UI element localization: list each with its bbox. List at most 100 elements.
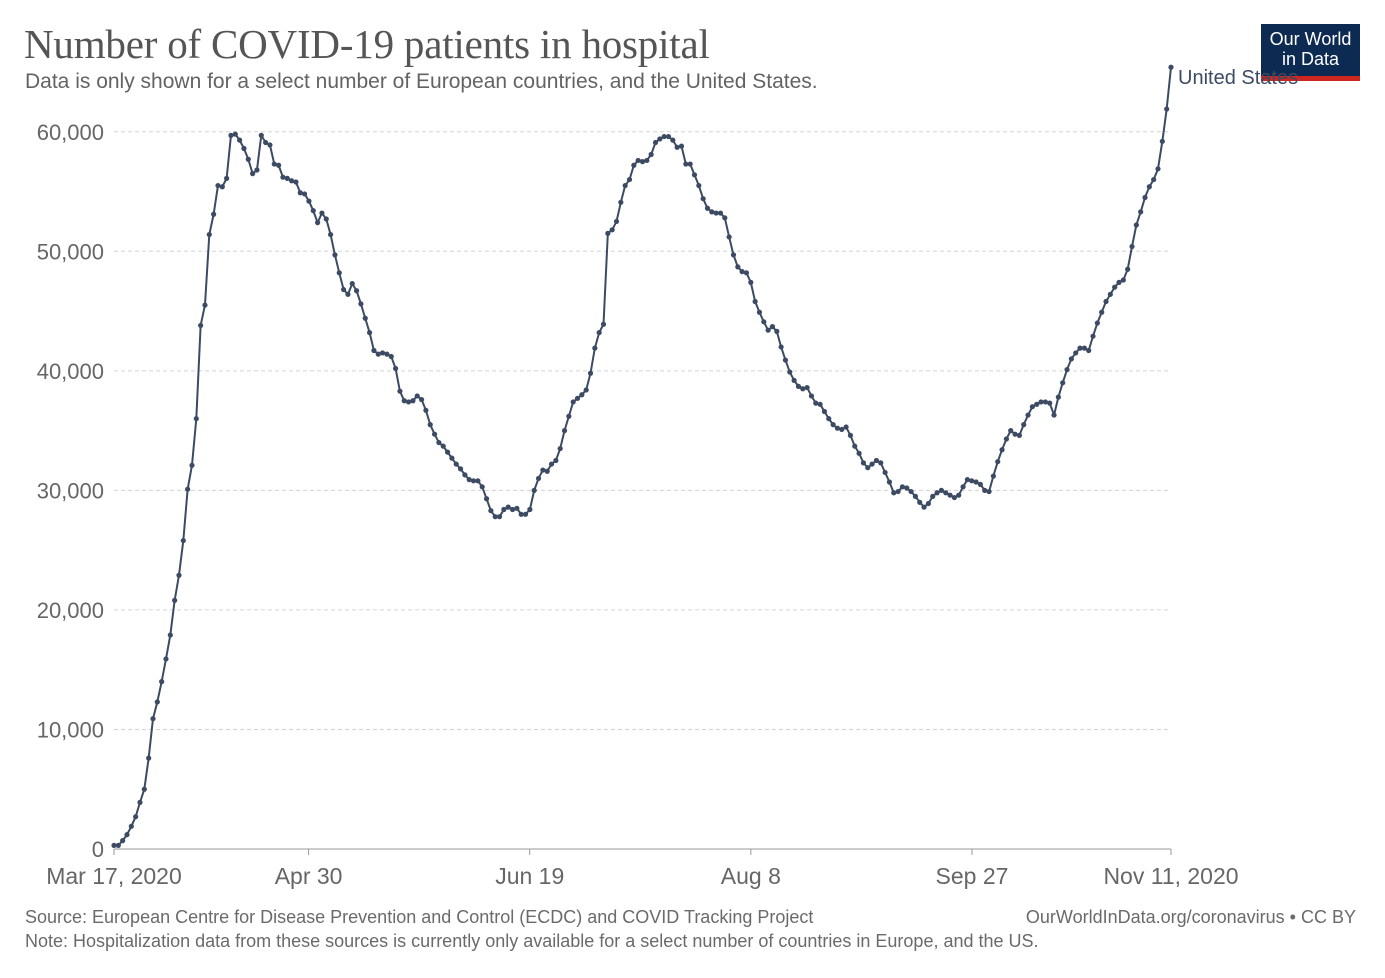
owid-logo[interactable]: Our World in Data bbox=[1261, 24, 1360, 81]
data-point bbox=[405, 399, 412, 405]
data-point bbox=[514, 505, 520, 511]
data-point bbox=[873, 457, 880, 464]
data-point bbox=[891, 490, 897, 496]
data-point bbox=[358, 301, 364, 307]
data-point bbox=[969, 478, 975, 484]
data-point bbox=[423, 407, 429, 413]
data-point bbox=[548, 461, 555, 467]
data-point bbox=[570, 399, 576, 405]
data-point bbox=[224, 175, 230, 181]
data-point bbox=[847, 432, 854, 438]
data-point bbox=[843, 424, 849, 430]
data-point bbox=[652, 139, 659, 146]
data-point bbox=[648, 151, 654, 158]
data-point bbox=[457, 466, 464, 472]
data-point bbox=[592, 345, 598, 351]
data-point bbox=[574, 395, 581, 401]
y-tick-label: 10,000 bbox=[37, 717, 104, 742]
data-point bbox=[1047, 400, 1053, 406]
data-point bbox=[215, 182, 221, 189]
data-point bbox=[462, 472, 468, 478]
data-point bbox=[501, 506, 507, 513]
data-point bbox=[111, 842, 117, 849]
data-point bbox=[120, 838, 126, 844]
data-point bbox=[826, 416, 832, 422]
data-point bbox=[856, 450, 862, 456]
data-point bbox=[280, 174, 286, 180]
data-point bbox=[271, 161, 277, 167]
data-point bbox=[930, 493, 936, 499]
data-point bbox=[709, 209, 715, 215]
y-tick-label: 40,000 bbox=[37, 359, 104, 384]
data-point bbox=[765, 327, 771, 333]
data-point bbox=[761, 319, 767, 325]
x-tick-label: Jun 19 bbox=[495, 863, 564, 889]
data-point bbox=[315, 220, 321, 226]
data-point bbox=[1016, 432, 1022, 438]
data-point bbox=[626, 176, 633, 183]
data-point bbox=[964, 477, 971, 483]
data-point bbox=[791, 377, 797, 384]
data-point bbox=[886, 479, 893, 485]
data-point bbox=[276, 162, 282, 168]
data-point bbox=[427, 422, 433, 428]
data-point bbox=[808, 393, 815, 399]
data-point bbox=[180, 537, 186, 544]
data-point bbox=[899, 484, 906, 490]
data-point bbox=[453, 461, 459, 467]
data-point bbox=[618, 199, 624, 205]
data-point bbox=[479, 484, 485, 490]
data-point bbox=[319, 210, 325, 216]
x-axis: Mar 17, 2020 Apr 30 Jun 19 Aug 8 Sep 27 Nov 1… bbox=[46, 848, 1239, 889]
data-point bbox=[289, 178, 295, 184]
data-point bbox=[852, 443, 858, 449]
data-point bbox=[631, 162, 637, 168]
data-point bbox=[323, 216, 329, 222]
data-point bbox=[150, 716, 156, 722]
data-point bbox=[141, 786, 147, 792]
data-point bbox=[505, 504, 511, 510]
data-point bbox=[483, 496, 490, 502]
data-point bbox=[293, 179, 299, 185]
data-point bbox=[921, 504, 927, 510]
data-point bbox=[566, 413, 572, 419]
data-point bbox=[752, 298, 758, 305]
y-tick-label: 60,000 bbox=[37, 120, 104, 145]
data-point bbox=[938, 487, 945, 493]
data-point bbox=[219, 184, 225, 190]
data-point bbox=[1146, 184, 1152, 190]
data-point bbox=[1090, 333, 1096, 339]
data-point bbox=[509, 506, 516, 513]
data-point bbox=[146, 755, 152, 761]
data-point bbox=[609, 227, 615, 233]
data-point bbox=[189, 462, 195, 468]
data-point bbox=[1151, 176, 1157, 183]
data-point bbox=[332, 252, 338, 258]
x-tick-label: Sep 27 bbox=[936, 863, 1009, 889]
data-point bbox=[800, 386, 806, 392]
data-point bbox=[674, 144, 680, 150]
data-point bbox=[163, 656, 169, 662]
data-point bbox=[267, 142, 273, 148]
data-point bbox=[1068, 356, 1074, 362]
data-point bbox=[284, 175, 290, 181]
data-point bbox=[302, 191, 308, 197]
data-point bbox=[375, 351, 381, 357]
data-point bbox=[882, 469, 888, 476]
data-point bbox=[995, 459, 1001, 465]
data-point bbox=[362, 315, 368, 321]
data-point bbox=[470, 478, 477, 484]
data-point bbox=[678, 143, 685, 149]
data-point bbox=[917, 499, 923, 505]
data-point bbox=[1138, 209, 1144, 215]
data-point bbox=[124, 832, 130, 838]
data-point bbox=[670, 137, 676, 143]
data-point bbox=[644, 157, 650, 164]
data-point bbox=[1034, 401, 1040, 407]
data-point bbox=[535, 475, 542, 482]
data-point bbox=[878, 460, 884, 466]
url-license[interactable]: OurWorldInData.org/coronavirus • CC BY bbox=[1025, 907, 1356, 927]
data-point bbox=[778, 344, 784, 350]
data-point bbox=[522, 511, 529, 517]
data-point bbox=[934, 490, 940, 496]
